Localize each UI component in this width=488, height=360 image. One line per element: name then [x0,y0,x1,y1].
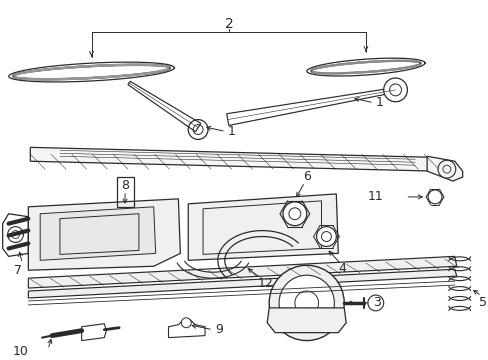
Polygon shape [28,269,456,298]
Circle shape [8,227,23,243]
Polygon shape [30,147,439,171]
Polygon shape [40,207,155,260]
Circle shape [383,78,407,102]
Text: 10: 10 [12,345,28,358]
Text: 1: 1 [375,96,383,109]
Circle shape [181,318,191,328]
Circle shape [437,160,455,178]
Circle shape [283,202,306,226]
Text: 6: 6 [302,170,310,183]
Circle shape [316,227,336,247]
Polygon shape [426,156,462,181]
Text: 9: 9 [214,323,223,336]
Text: 12: 12 [257,276,272,289]
Circle shape [269,265,344,341]
Polygon shape [168,320,204,338]
Text: 2: 2 [224,18,233,31]
Text: 4: 4 [338,262,346,275]
Text: 3: 3 [372,296,380,310]
Circle shape [427,190,441,204]
Circle shape [279,275,334,331]
Text: 8: 8 [121,179,129,192]
Polygon shape [266,308,346,333]
Text: 11: 11 [367,190,383,203]
Text: 1: 1 [227,125,235,138]
Polygon shape [28,256,456,288]
Text: 7: 7 [15,264,22,277]
Circle shape [367,295,383,311]
Polygon shape [81,324,106,341]
Polygon shape [28,199,180,270]
Polygon shape [188,194,338,260]
Text: 5: 5 [478,296,487,310]
